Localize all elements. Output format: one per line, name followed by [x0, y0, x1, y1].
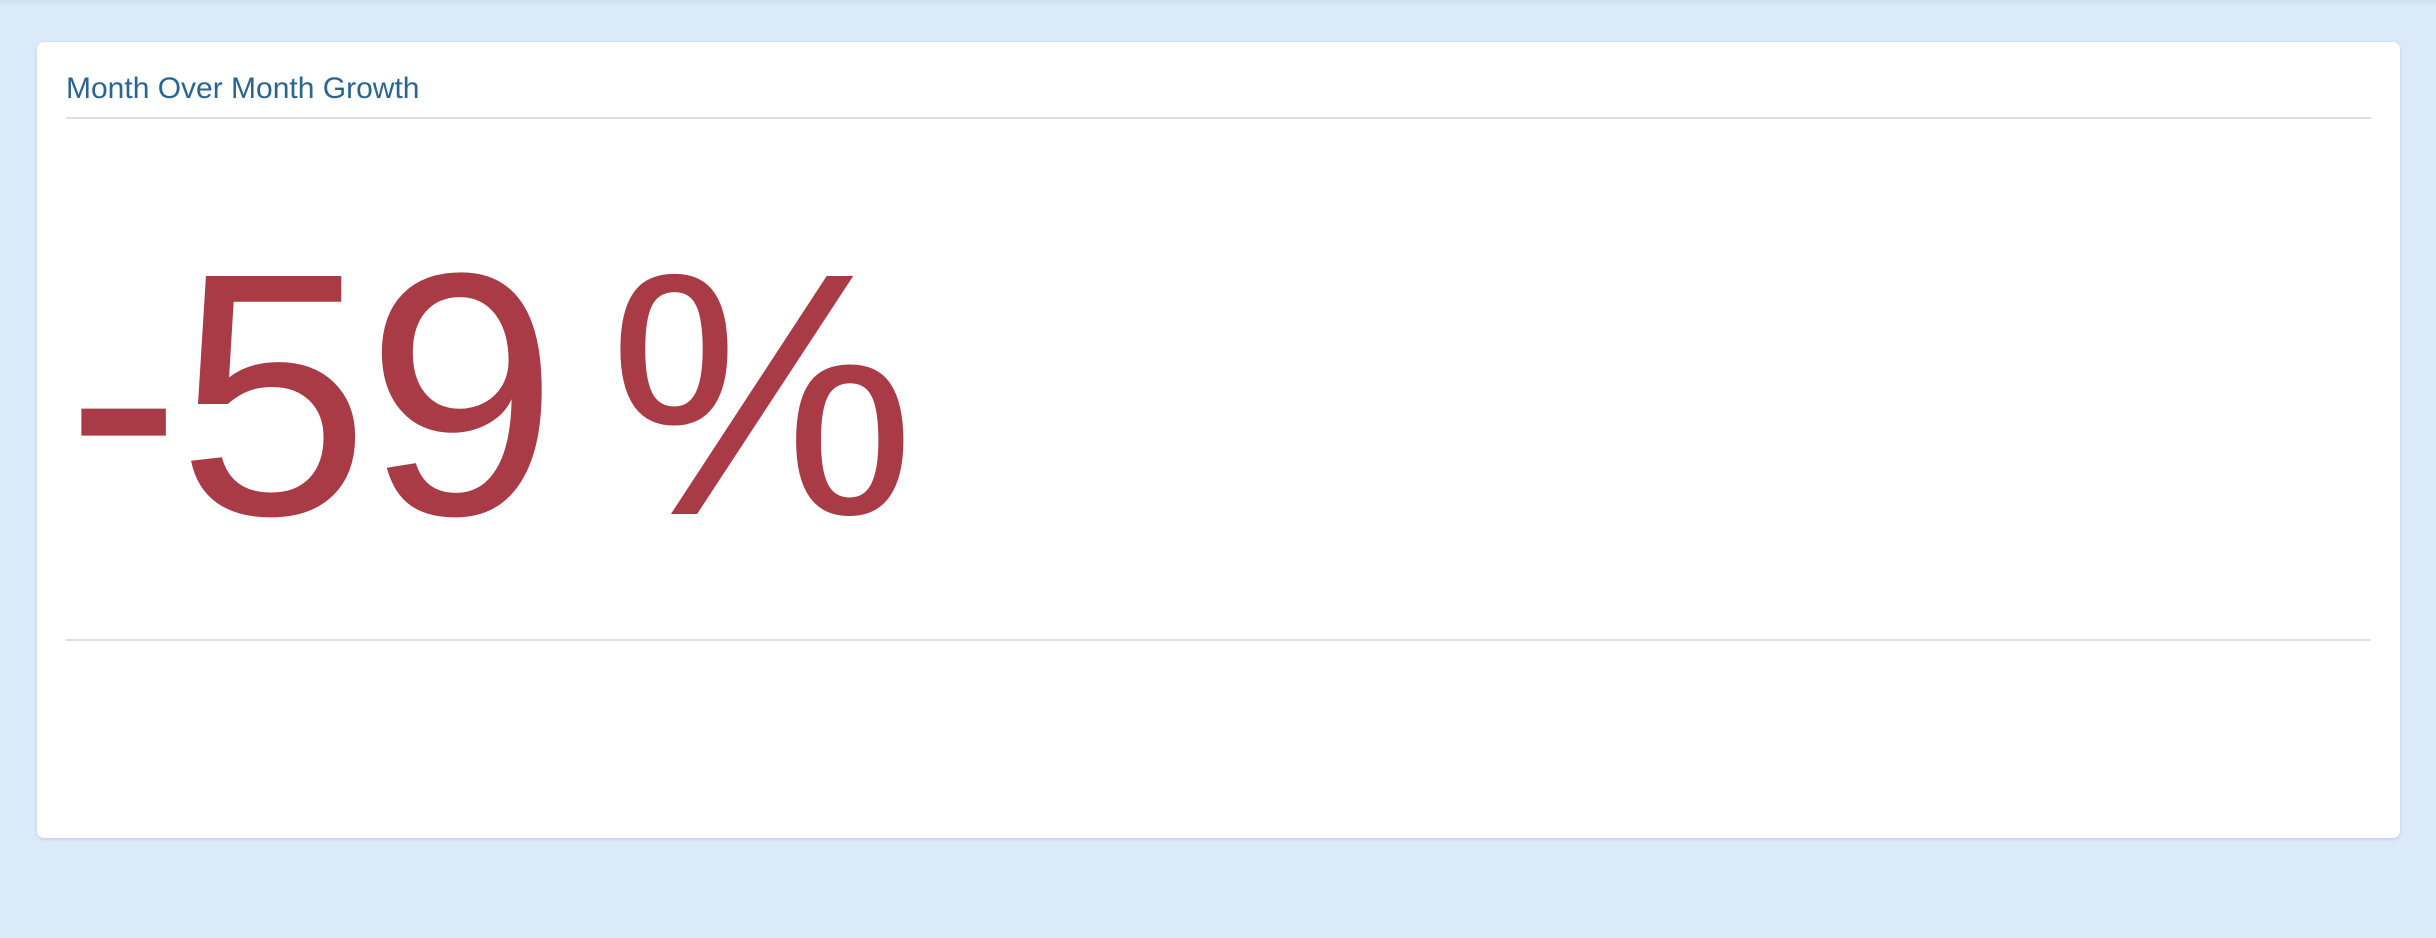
growth-value: -59	[66, 202, 558, 588]
page-top-shadow	[0, 0, 2436, 6]
growth-metric: -59%	[66, 222, 916, 568]
widget-title: Month Over Month Growth	[66, 72, 420, 105]
title-divider	[66, 117, 2371, 119]
footer-divider	[66, 639, 2371, 641]
growth-unit: %	[608, 202, 916, 588]
widget-footer	[66, 642, 2371, 812]
growth-widget-card: Month Over Month Growth -59%	[37, 42, 2400, 838]
